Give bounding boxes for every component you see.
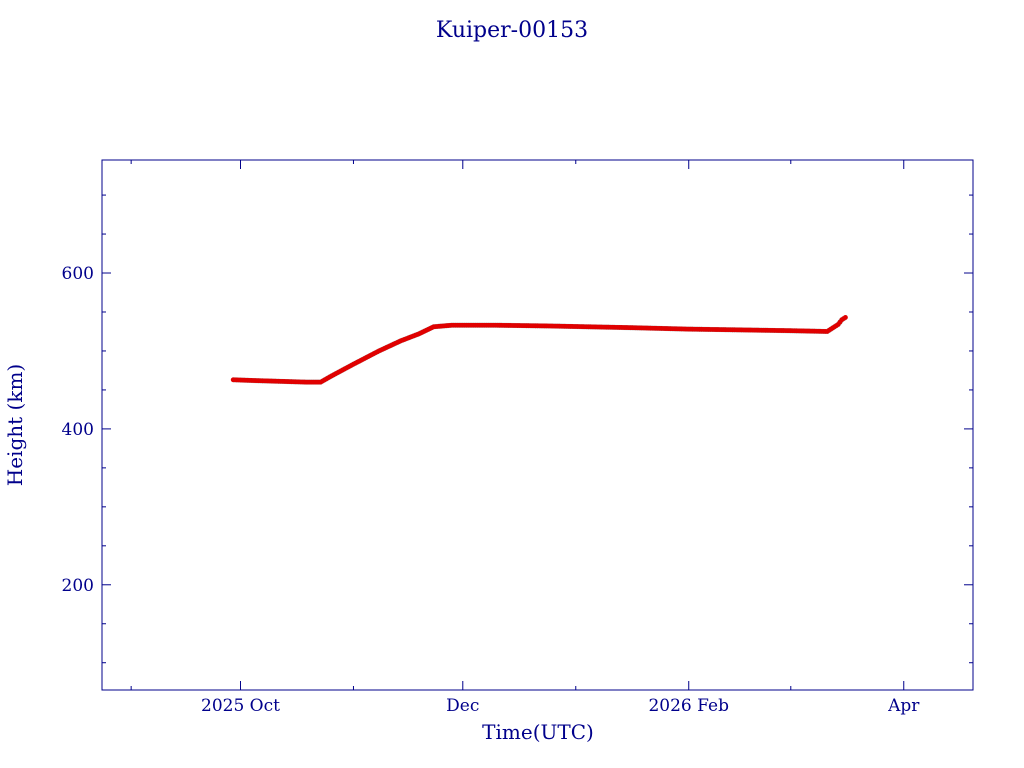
chart-title: Kuiper-00153 — [436, 18, 588, 43]
x-tick-label: 2026 Feb — [648, 696, 729, 716]
axes: 200 400 600 2025 Oct Dec 2026 Feb Apr — [62, 160, 973, 716]
y-tick-label: 200 — [62, 576, 94, 596]
data-series — [230, 315, 848, 385]
x-axis-label: Time(UTC) — [482, 720, 594, 744]
x-tick-label: 2025 Oct — [201, 696, 280, 716]
y-tick-label: 400 — [62, 420, 94, 440]
data-point — [843, 315, 848, 320]
y-axis-label: Height (km) — [3, 364, 27, 486]
plot-frame — [101, 159, 974, 691]
x-tick-label: Dec — [446, 696, 479, 716]
x-tick-label: Apr — [887, 696, 920, 716]
y-tick-label: 600 — [62, 264, 94, 284]
